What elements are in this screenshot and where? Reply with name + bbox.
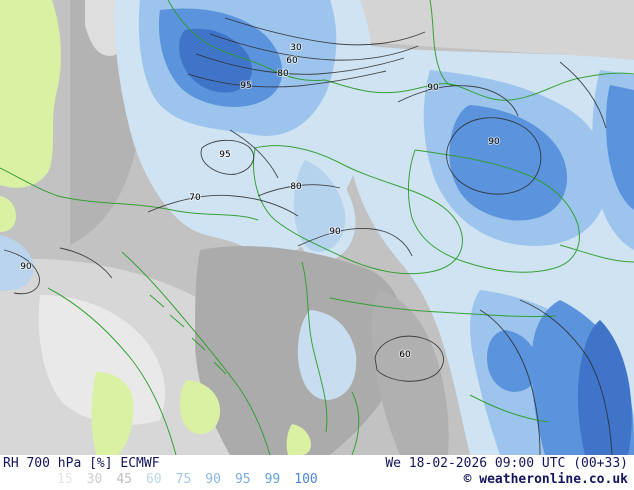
region-green-bottomleft-a	[91, 372, 134, 455]
contour-label: 30	[290, 43, 302, 53]
border-czech-slovakia	[167, 0, 326, 81]
border-balkans-vertical	[301, 261, 328, 433]
contour-extra-1	[519, 299, 613, 455]
contour-80	[195, 53, 405, 75]
contour-label: 90	[20, 262, 32, 272]
contour-80b	[257, 184, 341, 197]
border-carpathian-north	[324, 72, 634, 101]
scale-value-45: 45	[116, 472, 132, 487]
region-green-bottomleft-b	[180, 380, 221, 435]
region-gray-wedge	[371, 290, 449, 455]
contour-label: 70	[189, 193, 201, 203]
contour-label: 90	[488, 137, 500, 147]
map-datetime: We 18-02-2026 09:00 UTC (00+33)	[385, 456, 628, 471]
region-deepblue-rightedge	[577, 320, 632, 455]
contour-extra-3	[559, 61, 607, 129]
region-top-strip	[330, 0, 634, 60]
scale-value-15: 15	[57, 472, 73, 487]
border-alps	[57, 195, 259, 221]
scale-value-60: 60	[145, 472, 162, 487]
contour-label: 60	[286, 56, 298, 66]
contour-90b	[446, 117, 542, 195]
region-green-topleft	[0, 0, 61, 188]
contour-labels: 30 60 80 95 90 90 95 70 80 90 90 60	[19, 42, 501, 361]
border-italy-coast	[47, 287, 177, 455]
border-poland-ukraine	[429, 0, 456, 87]
region-darkblue-rightedge	[606, 85, 634, 210]
contour-90d	[3, 249, 40, 295]
country-borders	[0, 0, 634, 455]
border-greece	[351, 391, 360, 455]
contour-lines	[3, 17, 613, 455]
border-bulgaria-north	[329, 297, 557, 318]
contour-label: 60	[399, 350, 411, 360]
contour-60b	[374, 335, 444, 382]
humidity-scale: 15 30 45 60 75 90 95 99 100	[57, 472, 318, 487]
region-white-sw	[38, 295, 165, 425]
contour-95a	[187, 70, 387, 88]
region-green-bottomcenter	[286, 424, 311, 455]
legend-bar: RH 700 hPa [%] ECMWF 15 30 45 60 75 90 9…	[0, 455, 634, 490]
contour-extra-5	[229, 129, 279, 179]
scale-value-30: 30	[86, 472, 103, 487]
contour-90c	[297, 228, 413, 257]
scale-value-95: 95	[234, 472, 251, 487]
border-croatia-islands	[149, 294, 227, 375]
border-alps-west	[0, 167, 59, 197]
contour-90a	[397, 85, 519, 117]
contour-label: 80	[277, 69, 289, 79]
border-hungary	[253, 145, 463, 275]
border-turkey	[469, 394, 549, 423]
contour-95b	[200, 139, 254, 175]
contour-label: 80	[290, 182, 302, 192]
border-adriatic-coast	[121, 251, 271, 455]
contour-60	[209, 33, 419, 61]
border-blacksea	[559, 244, 634, 263]
contour-70	[147, 194, 299, 217]
scale-value-90: 90	[205, 472, 221, 487]
contour-label: 90	[427, 83, 439, 93]
weather-map: 30 60 80 95 90 90 95 70 80 90 90 60	[0, 0, 634, 455]
region-paleblue-bottomcenter	[297, 310, 357, 400]
region-blue-centersmall	[293, 160, 346, 252]
contour-extra-4	[59, 247, 113, 279]
region-paleblue-leftedge	[0, 235, 34, 291]
legend-title: RH 700 hPa [%] ECMWF	[3, 456, 160, 471]
border-romania	[407, 149, 580, 273]
scale-value-100: 100	[294, 472, 318, 487]
copyright: © weatheronline.co.uk	[463, 472, 628, 487]
contour-label: 90	[329, 227, 341, 237]
contour-30	[224, 17, 426, 46]
region-green-leftedge	[0, 196, 16, 232]
contour-extra-2	[479, 309, 541, 455]
region-darkblue-smallbottom	[487, 330, 539, 392]
contour-label: 95	[219, 150, 230, 160]
scale-value-99: 99	[264, 472, 281, 487]
scale-value-75: 75	[175, 472, 192, 487]
contour-label: 95	[240, 81, 251, 91]
